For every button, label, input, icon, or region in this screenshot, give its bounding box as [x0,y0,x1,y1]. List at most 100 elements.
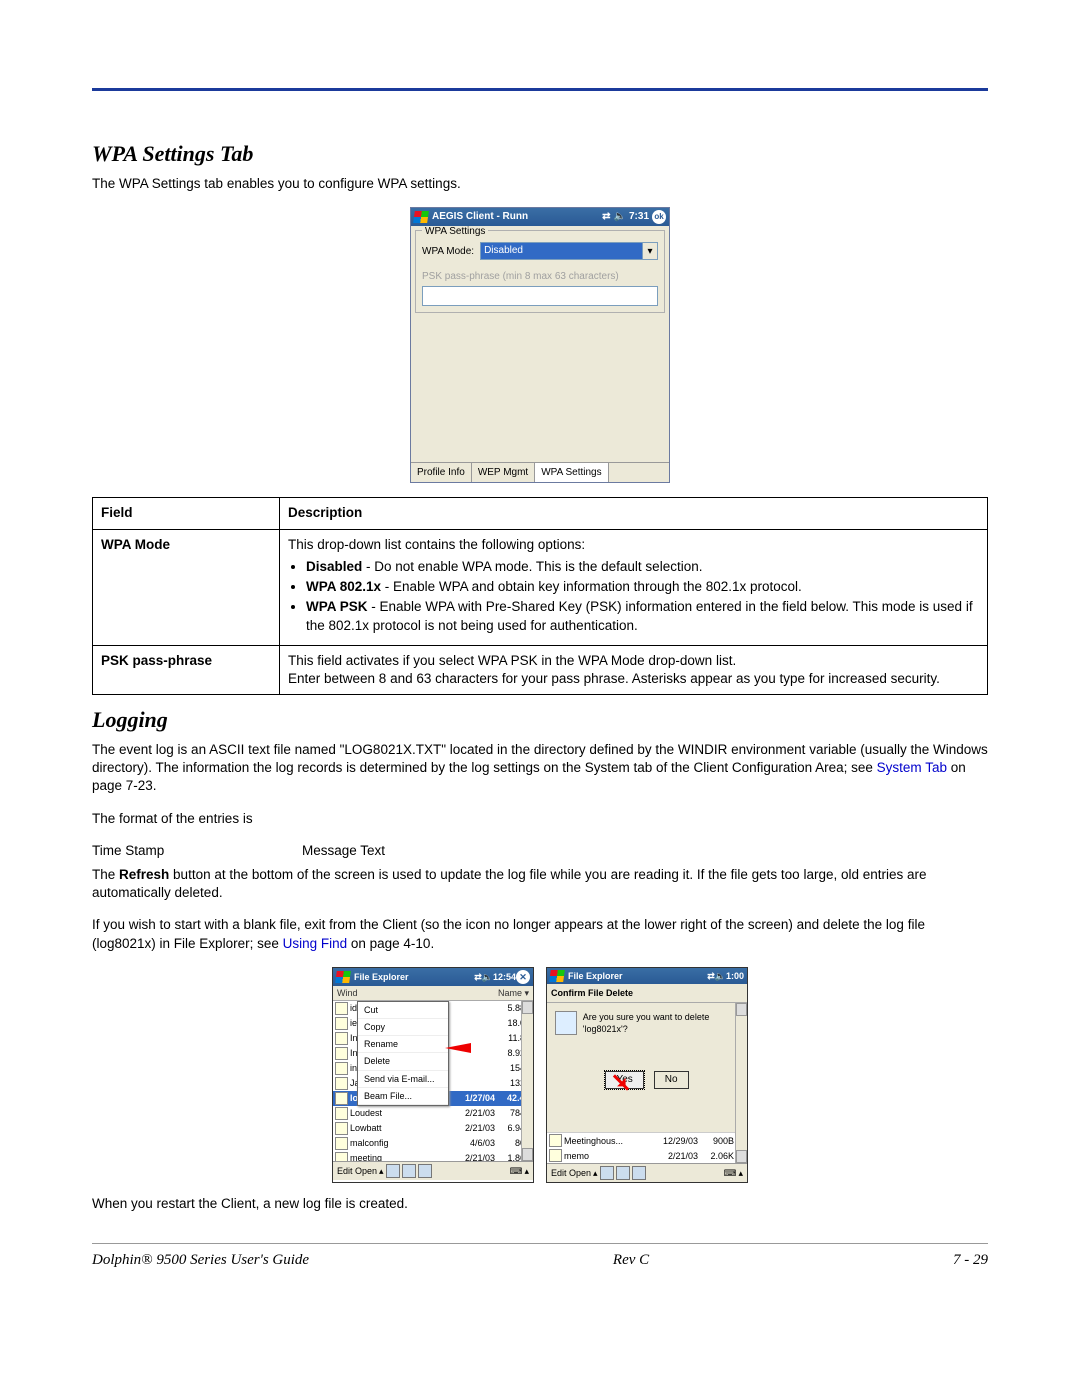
file-icon [335,1122,348,1135]
ctx-rename[interactable]: Rename [358,1036,448,1053]
up-icon[interactable]: ▴ [593,1167,598,1179]
section-title-logging: Logging [92,705,988,735]
speaker-icon: 🔈 [614,210,626,224]
ctx-copy[interactable]: Copy [358,1019,448,1036]
toolbar-icon[interactable] [402,1164,416,1178]
windows-flag-icon [413,211,429,223]
td-psk: PSK pass-phrase [93,645,280,694]
conn-icon: ⇄ [602,210,610,224]
no-button[interactable]: No [654,1071,689,1089]
wpa-mode-value: Disabled [481,243,642,259]
chevron-down-icon[interactable]: ▾ [642,243,657,259]
th-desc: Description [280,498,988,529]
fe1-time: 12:54 [493,971,516,983]
ctx-send[interactable]: Send via E-mail... [358,1071,448,1088]
top-rule [92,88,988,91]
list-item[interactable]: Meetinghous...12/29/03900B [547,1133,736,1148]
speaker-icon: 🔈 [482,971,493,983]
file-icon [335,1152,348,1161]
keyboard-icon[interactable]: ⌨ [723,1167,736,1179]
titlebar-text: AEGIS Client - Runn [432,210,602,224]
context-menu: Cut Copy Rename Delete Send via E-mail..… [357,1001,449,1106]
footer-rule [92,1243,988,1244]
confirm-title: Confirm File Delete [547,984,747,1003]
up-icon[interactable]: ▴ [738,1167,743,1179]
keyboard-icon[interactable]: ⌨ [509,1165,522,1177]
list-item[interactable]: malconfig4/6/0380B [333,1136,533,1151]
tab-wpa-settings[interactable]: WPA Settings [535,463,608,483]
windows-flag-icon [549,970,565,982]
windows-flag-icon [335,971,351,983]
tab-profile-info[interactable]: Profile Info [411,463,472,483]
list-item[interactable]: memo2/21/032.06K [547,1148,736,1163]
link-using-find[interactable]: Using Find [283,936,348,951]
toolbar-icon[interactable] [600,1166,614,1180]
tab-bar: Profile Info WEP Mgmt WPA Settings [411,462,669,483]
link-system-tab[interactable]: System Tab [877,760,947,775]
tab-wep-mgmt[interactable]: WEP Mgmt [472,463,535,483]
ctx-delete[interactable]: Delete [358,1053,448,1070]
toolbar-icon[interactable] [418,1164,432,1178]
fe1-title: File Explorer [354,971,474,983]
ok-button[interactable]: ok [652,210,666,224]
ctx-beam[interactable]: Beam File... [358,1088,448,1105]
titlebar: AEGIS Client - Runn ⇄ 🔈 7:31 ok [411,208,669,226]
up-icon[interactable]: ▴ [379,1165,384,1177]
fe2-time: 1:00 [726,970,744,982]
toolbar-icon[interactable] [616,1166,630,1180]
scrollbar[interactable] [735,1003,747,1163]
log-para-2: The format of the entries is [92,810,988,828]
section-intro-wpa: The WPA Settings tab enables you to conf… [92,175,988,193]
group-legend: WPA Settings [422,226,488,237]
file-icon [335,1092,348,1105]
file-explorer-2: File Explorer ⇄ 🔈 1:00 Confirm File Dele… [546,967,748,1183]
td-wpa-mode: WPA Mode [93,529,280,645]
red-arrow-icon [445,1043,471,1053]
fe1-sort[interactable]: Name ▾ [498,987,529,999]
up-icon[interactable]: ▴ [524,1165,529,1177]
footer-center: Rev C [613,1250,649,1270]
psk-label: PSK pass-phrase (min 8 max 63 characters… [422,270,658,284]
aegis-screenshot: AEGIS Client - Runn ⇄ 🔈 7:31 ok WPA Sett… [410,207,670,484]
wpa-mode-label: WPA Mode: [422,245,474,259]
fe2-title: File Explorer [568,970,707,982]
closing-para: When you restart the Client, a new log f… [92,1195,988,1213]
file-icon [335,1077,348,1090]
td-wpa-mode-desc: This drop-down list contains the followi… [280,529,988,645]
scrollbar[interactable] [521,1001,533,1161]
list-item[interactable]: Loudest2/21/03784B [333,1106,533,1121]
fields-table: Field Description WPA Mode This drop-dow… [92,497,988,695]
file-icon [335,1062,348,1075]
th-field: Field [93,498,280,529]
toolbar-icon[interactable] [386,1164,400,1178]
file-icon [335,1137,348,1150]
file-icon [335,1032,348,1045]
format-row: Time Stamp Message Text [92,842,988,860]
conn-icon: ⇄ [707,970,715,982]
file-icon [335,1002,348,1015]
log-para-1: The event log is an ASCII text file name… [92,741,988,796]
psk-input[interactable] [422,286,658,306]
close-icon[interactable]: ✕ [516,970,530,984]
ctx-cut[interactable]: Cut [358,1002,448,1019]
recycle-icon [555,1011,577,1035]
fe1-bottom-menu[interactable]: Edit Open [337,1165,377,1177]
time: 7:31 [629,210,649,224]
format-col2: Message Text [302,842,385,860]
fe1-list: Cut Copy Rename Delete Send via E-mail..… [333,1001,533,1161]
fe1-folder[interactable]: Wind [337,987,358,999]
file-icon [335,1017,348,1030]
format-col1: Time Stamp [92,842,242,860]
list-item[interactable]: meeting2/21/031.86K [333,1151,533,1161]
file-icon [335,1047,348,1060]
file-icon [335,1107,348,1120]
list-item[interactable]: Lowbatt2/21/036.94K [333,1121,533,1136]
conn-icon: ⇄ [474,971,482,983]
toolbar-icon[interactable] [632,1166,646,1180]
speaker-icon: 🔈 [715,970,726,982]
section-title-wpa: WPA Settings Tab [92,139,988,169]
fe2-bottom-menu[interactable]: Edit Open [551,1167,591,1179]
file-explorer-1: File Explorer ⇄ 🔈 12:54 ✕ Wind Name ▾ Cu… [332,967,534,1183]
wpa-mode-dropdown[interactable]: Disabled ▾ [480,242,658,260]
td-psk-desc: This field activates if you select WPA P… [280,645,988,694]
